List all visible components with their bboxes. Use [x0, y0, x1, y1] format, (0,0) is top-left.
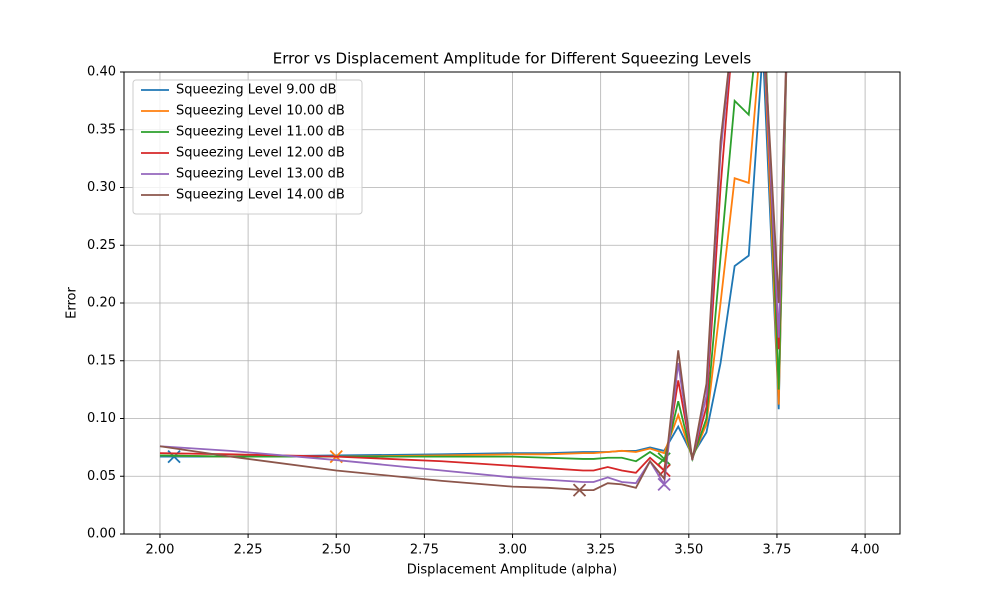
legend-label: Squeezing Level 14.00 dB: [176, 188, 345, 203]
y-tick-label: 0.35: [87, 122, 116, 137]
series-line: [159, 72, 788, 458]
y-tick-label: 0.15: [87, 353, 116, 368]
legend-label: Squeezing Level 9.00 dB: [176, 83, 337, 98]
legend-label: Squeezing Level 13.00 dB: [176, 167, 345, 182]
series-line: [159, 72, 787, 474]
x-tick-label: 4.00: [851, 543, 880, 558]
x-tick-label: 2.75: [410, 543, 439, 558]
legend-box: [132, 79, 363, 215]
series-line: [159, 72, 787, 492]
y-tick-label: 0.05: [87, 469, 116, 484]
y-tick-label: 0.00: [87, 527, 116, 542]
x-tick-label: 3.75: [762, 543, 791, 558]
y-tick-label: 0.25: [87, 238, 116, 253]
x-axis-label: Displacement Amplitude (alpha): [407, 563, 617, 578]
series-line: [159, 72, 787, 488]
series-line: [159, 72, 788, 463]
x-tick-label: 2.25: [234, 543, 263, 558]
x-tick-label: 2.00: [145, 543, 174, 558]
series-line: [159, 72, 788, 461]
legend-label: Squeezing Level 12.00 dB: [176, 146, 345, 161]
y-tick-label: 0.10: [87, 411, 116, 426]
x-tick-label: 3.00: [498, 543, 527, 558]
chart-title: Error vs Displacement Amplitude for Diff…: [273, 50, 752, 68]
y-axis-label: Error: [65, 287, 80, 319]
min-marker: [572, 483, 587, 497]
y-tick-label: 0.20: [87, 296, 116, 311]
min-marker: [657, 477, 671, 491]
y-tick-label: 0.40: [87, 65, 116, 80]
y-tick-label: 0.30: [87, 180, 116, 195]
x-tick-label: 3.50: [674, 543, 703, 558]
legend-label: Squeezing Level 11.00 dB: [176, 125, 345, 140]
legend-label: Squeezing Level 10.00 dB: [176, 104, 345, 119]
x-tick-label: 3.25: [586, 543, 615, 558]
x-tick-label: 2.50: [322, 543, 351, 558]
